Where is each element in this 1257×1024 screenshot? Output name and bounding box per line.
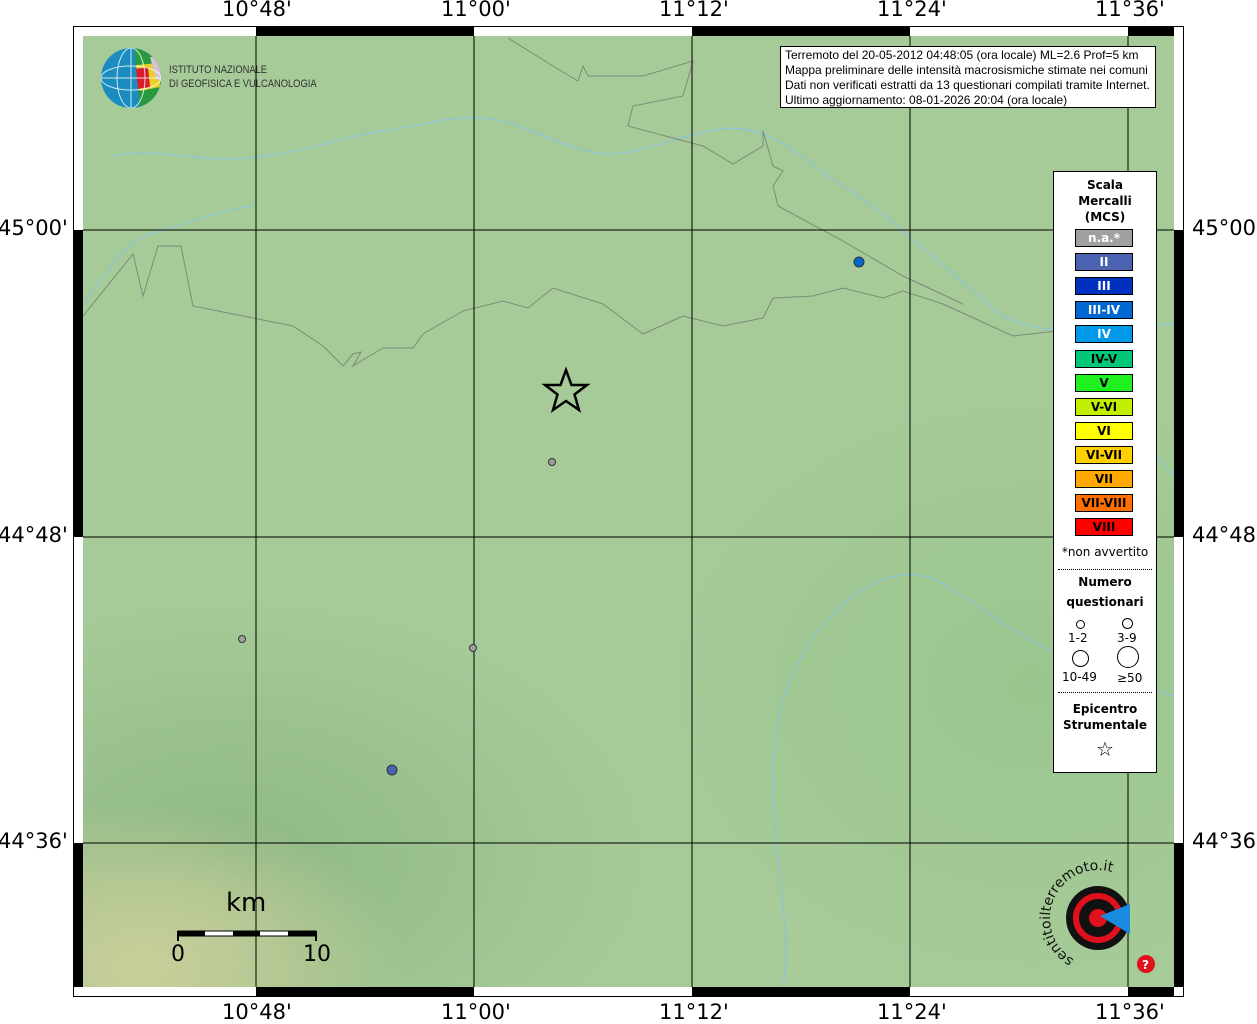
lon-tick-top: 11°12'	[659, 0, 729, 21]
lat-tick-left: 44°48'	[0, 523, 68, 547]
scale-bar	[177, 930, 317, 941]
boundaries	[83, 37, 1134, 368]
legend-swatch: n.a.*	[1075, 229, 1133, 247]
legend-swatch: VI	[1075, 421, 1133, 440]
legend-swatch: IV	[1075, 325, 1133, 344]
lon-tick-bottom: 11°36'	[1095, 1000, 1165, 1024]
frame-bar	[256, 987, 474, 996]
lon-tick-bottom: 11°00'	[441, 1000, 511, 1024]
legend-title: (MCS)	[1084, 210, 1126, 224]
frame-bar	[1128, 27, 1174, 36]
info-line: Terremoto del 20-05-2012 04:48:05 (ora l…	[785, 48, 1139, 62]
lat-tick-right: 44°48'	[1192, 523, 1257, 547]
question-badge-icon	[1137, 955, 1155, 973]
scale-bar-unit: km	[226, 888, 267, 918]
legend-swatch: V-VI	[1075, 397, 1133, 416]
legend-swatch: VI-VII	[1075, 445, 1133, 464]
observation-marker[interactable]	[386, 764, 398, 776]
count-circle-small	[1076, 620, 1085, 629]
legend-swatch: VIII	[1075, 518, 1133, 537]
info-line: Ultimo aggiornamento: 08-01-2026 20:04 (…	[785, 93, 1068, 107]
legend-title: Mercalli	[1078, 194, 1132, 208]
scale-bar-end: 10	[303, 942, 331, 967]
divider	[1058, 692, 1152, 693]
scale-bar-start: 0	[171, 942, 185, 967]
globe-icon	[101, 48, 161, 108]
ingv-name-line2: DI GEOFISICA E VULCANOLOGIA	[169, 78, 317, 90]
lat-tick-left: 45°00'	[0, 216, 68, 240]
legend: Scala Mercalli (MCS) n.a.* II III III-IV IV I…	[1053, 171, 1157, 773]
legend-swatch: VII-VIII	[1075, 494, 1133, 513]
frame-bar	[256, 27, 474, 36]
epicenter-star-icon[interactable]	[541, 366, 591, 414]
lon-tick-bottom: 10°48'	[222, 1000, 292, 1024]
lon-tick-bottom: 11°24'	[877, 1000, 947, 1024]
frame-bar	[1174, 843, 1183, 987]
legend-note: *non avvertito	[1061, 545, 1149, 559]
frame-bar	[1128, 987, 1174, 996]
count-circle-large	[1072, 650, 1089, 667]
info-line: Mappa preliminare delle intensità macros…	[785, 63, 1148, 77]
legend-swatch: V	[1075, 373, 1133, 392]
legend-title: Scala	[1086, 178, 1124, 192]
count-title: questionari	[1066, 595, 1144, 609]
question-mark-icon: ?	[1142, 958, 1149, 972]
count-circle-medium	[1122, 618, 1133, 629]
lat-tick-right: 45°00'	[1192, 216, 1257, 240]
info-line: Dati non verificati estratti da 13 quest…	[785, 78, 1150, 92]
legend-swatch: IV-V	[1075, 349, 1133, 368]
epicenter-star-icon: ☆	[1096, 737, 1114, 761]
rivers	[83, 117, 1174, 987]
legend-swatch: VII	[1075, 470, 1133, 488]
divider	[1058, 569, 1152, 570]
river	[83, 205, 254, 307]
epicenter-title: Epicentro	[1072, 702, 1138, 716]
count-circle-xlarge	[1117, 646, 1139, 668]
event-info-box: Terremoto del 20-05-2012 04:48:05 (ora l…	[780, 46, 1156, 108]
ingv-name-line1: ISTITUTO NAZIONALE	[169, 64, 268, 76]
count-label: ≥50	[1117, 671, 1143, 685]
lon-tick-top: 11°24'	[877, 0, 947, 21]
map-overlay	[83, 36, 1174, 987]
legend-swatch: III	[1075, 277, 1133, 296]
lat-tick-left: 44°36'	[0, 829, 68, 853]
observation-marker[interactable]	[853, 256, 865, 268]
hsit-target-icon: sentitoilterremoto.it ?	[1038, 858, 1155, 973]
lon-tick-top: 11°36'	[1095, 0, 1165, 21]
frame-bar	[74, 843, 83, 987]
graticule	[83, 36, 1174, 987]
count-label: 1-2	[1068, 631, 1088, 645]
legend-swatch: II	[1075, 253, 1133, 272]
observation-marker[interactable]	[469, 644, 477, 652]
frame-bar	[692, 27, 910, 36]
observation-marker[interactable]	[548, 458, 556, 466]
observation-marker[interactable]	[238, 635, 246, 643]
count-label: 10-49	[1062, 670, 1097, 684]
lon-tick-bottom: 11°12'	[659, 1000, 729, 1024]
legend-swatch: III-IV	[1075, 301, 1133, 320]
lon-tick-top: 11°00'	[441, 0, 511, 21]
boundary	[507, 37, 964, 305]
count-label: 3-9	[1117, 631, 1137, 645]
map-area[interactable]: km 0 10 ISTITUTO NAZIONALE DI GEOFISICA …	[83, 36, 1174, 987]
epicenter-title: Strumentale	[1062, 718, 1148, 732]
boundary	[83, 245, 1134, 368]
count-title: Numero	[1078, 575, 1132, 589]
lat-tick-right: 44°36'	[1192, 829, 1257, 853]
hsit-logo: sentitoilterremoto.it ?	[1038, 858, 1160, 980]
river	[112, 117, 1174, 332]
frame-bar	[692, 987, 910, 996]
frame-bar	[1174, 230, 1183, 537]
frame-bar	[74, 230, 83, 537]
ingv-logo: ISTITUTO NAZIONALE DI GEOFISICA E VULCAN…	[100, 47, 320, 111]
lon-tick-top: 10°48'	[222, 0, 292, 21]
